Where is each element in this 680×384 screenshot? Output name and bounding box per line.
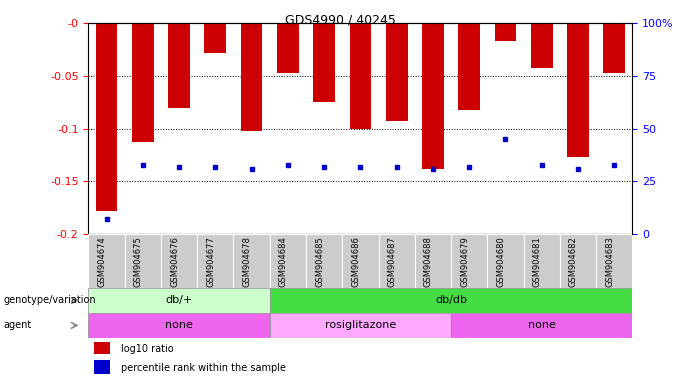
- Bar: [350, 23, 371, 129]
- Text: GSM904677: GSM904677: [206, 236, 216, 287]
- Bar: [342, 234, 379, 288]
- Bar: [277, 23, 299, 73]
- Bar: [524, 234, 560, 288]
- Text: genotype/variation: genotype/variation: [3, 295, 96, 306]
- Bar: [233, 234, 270, 288]
- Bar: [270, 288, 632, 313]
- Bar: [88, 234, 124, 288]
- Text: log10 ratio: log10 ratio: [121, 344, 173, 354]
- Bar: [124, 234, 161, 288]
- Bar: [96, 23, 118, 211]
- Text: none: none: [165, 320, 193, 331]
- Bar: [313, 23, 335, 102]
- Text: GSM904682: GSM904682: [569, 236, 578, 286]
- Text: rosiglitazone: rosiglitazone: [325, 320, 396, 331]
- Bar: [451, 234, 488, 288]
- Text: GSM904675: GSM904675: [134, 236, 143, 286]
- Bar: [458, 23, 480, 110]
- Text: GSM904684: GSM904684: [279, 236, 288, 286]
- Bar: [197, 234, 233, 288]
- Text: GSM904674: GSM904674: [97, 236, 107, 286]
- Bar: [494, 23, 516, 41]
- Bar: [596, 234, 632, 288]
- Bar: [560, 234, 596, 288]
- Bar: [94, 341, 110, 354]
- Text: db/db: db/db: [435, 295, 467, 306]
- Text: percentile rank within the sample: percentile rank within the sample: [121, 363, 286, 373]
- Bar: [161, 234, 197, 288]
- Bar: [488, 234, 524, 288]
- Text: GSM904676: GSM904676: [170, 236, 179, 287]
- Text: db/+: db/+: [165, 295, 192, 306]
- Bar: [451, 313, 632, 338]
- Bar: [241, 23, 262, 131]
- Bar: [205, 23, 226, 53]
- Bar: [168, 23, 190, 108]
- Text: GSM904678: GSM904678: [243, 236, 252, 287]
- Text: GSM904686: GSM904686: [352, 236, 360, 287]
- Bar: [386, 23, 407, 121]
- Bar: [422, 23, 444, 169]
- Bar: [603, 23, 625, 73]
- Bar: [270, 234, 306, 288]
- Bar: [306, 234, 342, 288]
- Text: GSM904685: GSM904685: [315, 236, 324, 286]
- Text: GSM904681: GSM904681: [532, 236, 542, 286]
- Text: GSM904680: GSM904680: [496, 236, 505, 286]
- Bar: [567, 23, 589, 157]
- Bar: [531, 23, 553, 68]
- Text: GSM904683: GSM904683: [605, 236, 614, 287]
- Bar: [94, 360, 110, 374]
- Bar: [415, 234, 451, 288]
- Bar: [132, 23, 154, 142]
- Bar: [379, 234, 415, 288]
- Text: GSM904679: GSM904679: [460, 236, 469, 286]
- Text: GDS4990 / 40245: GDS4990 / 40245: [284, 13, 396, 26]
- Text: GSM904688: GSM904688: [424, 236, 433, 287]
- Text: none: none: [528, 320, 556, 331]
- Text: GSM904687: GSM904687: [388, 236, 396, 287]
- Bar: [88, 288, 270, 313]
- Bar: [88, 313, 270, 338]
- Bar: [270, 313, 451, 338]
- Text: agent: agent: [3, 320, 32, 331]
